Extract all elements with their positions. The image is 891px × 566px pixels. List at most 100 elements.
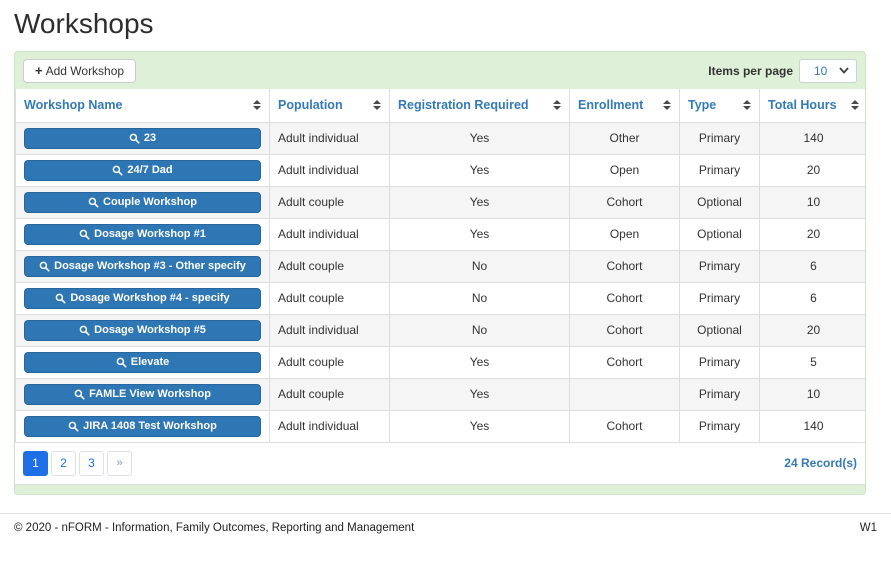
name-cell: 24/7 Dad <box>15 153 270 187</box>
table-row: Dosage Workshop #3 - Other specify Adult … <box>15 249 865 283</box>
workshop-link-button[interactable]: JIRA 1408 Test Workshop <box>24 415 261 437</box>
search-icon <box>113 165 123 176</box>
table-row: Couple Workshop Adult couple Yes Cohort Opti… <box>15 185 865 219</box>
type-cell: Primary <box>679 281 760 315</box>
population-cell: Adult individual <box>269 313 390 347</box>
search-icon <box>68 421 79 432</box>
column-label: Registration Required <box>398 98 529 113</box>
population-cell: Adult couple <box>269 377 390 411</box>
panel-bottom-spacer <box>15 485 865 494</box>
enrollment-cell: Open <box>569 153 680 187</box>
enrollment-cell: Cohort <box>569 313 680 347</box>
page-button-2[interactable]: 2 <box>51 450 76 476</box>
enrollment-cell: Cohort <box>569 185 680 219</box>
registration-cell: Yes <box>389 377 570 411</box>
footer-copyright: © 2020 - nFORM - Information, Family Out… <box>14 521 415 534</box>
hours-cell: 6 <box>759 249 865 283</box>
page-button-1[interactable]: 1 <box>23 450 48 476</box>
registration-cell: Yes <box>389 121 570 155</box>
column-label: Total Hours <box>768 98 837 113</box>
workshop-name-label: 24/7 Dad <box>127 164 173 176</box>
workshop-link-button[interactable]: Dosage Workshop #5 <box>24 319 261 341</box>
registration-cell: Yes <box>389 345 570 379</box>
column-label: Type <box>688 98 717 113</box>
workshop-link-button[interactable]: FAMLE View Workshop <box>24 383 261 405</box>
items-per-page-select[interactable]: 10 <box>799 58 857 83</box>
column-header-population[interactable]: Population <box>269 89 390 123</box>
column-header-hours[interactable]: Total Hours <box>759 89 865 123</box>
add-workshop-label: Add Workshop <box>45 63 125 78</box>
sort-icon <box>663 100 671 111</box>
workshop-name-label: FAMLE View Workshop <box>89 388 211 400</box>
name-cell: Elevate <box>15 345 270 379</box>
column-header-name[interactable]: Workshop Name <box>15 89 270 123</box>
table-row: 23 Adult individual Yes Other Primary 140 <box>15 121 865 155</box>
hours-cell: 140 <box>759 409 865 443</box>
workshop-name-label: Dosage Workshop #1 <box>94 228 206 240</box>
items-per-page-label: Items per page <box>708 63 793 78</box>
name-cell: Dosage Workshop #3 - Other specify <box>15 249 270 283</box>
table-row: FAMLE View Workshop Adult couple Yes Primar… <box>15 377 865 411</box>
hours-cell: 140 <box>759 121 865 155</box>
population-cell: Adult individual <box>269 153 390 187</box>
type-cell: Primary <box>679 345 760 379</box>
workshop-link-button[interactable]: Couple Workshop <box>24 191 261 213</box>
workshop-name-label: JIRA 1408 Test Workshop <box>83 420 217 432</box>
column-label: Workshop Name <box>24 98 123 113</box>
search-icon <box>79 229 90 240</box>
search-icon <box>55 293 66 304</box>
footer-version: W1 <box>859 521 877 534</box>
enrollment-cell: Open <box>569 217 680 251</box>
records-count: 24 Record(s) <box>784 456 857 470</box>
workshop-link-button[interactable]: Dosage Workshop #4 - specify <box>24 287 261 309</box>
type-cell: Primary <box>679 249 760 283</box>
search-icon <box>39 261 50 272</box>
items-per-page-value: 10 <box>814 63 828 78</box>
table-row: Elevate Adult couple Yes Cohort Primary 5 <box>15 345 865 379</box>
search-icon <box>88 197 99 208</box>
workshop-name-label: Dosage Workshop #4 - specify <box>70 292 230 304</box>
next-page-button[interactable]: » <box>107 450 132 476</box>
page-button-3[interactable]: 3 <box>79 450 104 476</box>
sort-icon <box>851 100 859 111</box>
workshop-link-button[interactable]: Elevate <box>24 351 261 373</box>
registration-cell: No <box>389 281 570 315</box>
search-icon <box>74 389 85 400</box>
column-label: Population <box>278 98 343 113</box>
column-header-registration[interactable]: Registration Required <box>389 89 570 123</box>
hours-cell: 6 <box>759 281 865 315</box>
items-per-page-control: Items per page 10 <box>708 58 857 83</box>
type-cell: Primary <box>679 377 760 411</box>
name-cell: 23 <box>15 121 270 155</box>
enrollment-cell <box>569 377 680 411</box>
enrollment-cell: Cohort <box>569 249 680 283</box>
table-row: 24/7 Dad Adult individual Yes Open Primary 20 <box>15 153 865 187</box>
column-header-enrollment[interactable]: Enrollment <box>569 89 680 123</box>
sort-icon <box>553 100 561 111</box>
name-cell: Dosage Workshop #5 <box>15 313 270 347</box>
sort-icon <box>743 100 751 111</box>
sort-icon <box>373 100 381 111</box>
column-header-type[interactable]: Type <box>679 89 760 123</box>
footer-divider <box>0 512 891 514</box>
workshop-link-button[interactable]: 23 <box>24 127 261 149</box>
table-row: Dosage Workshop #1 Adult individual Yes Ope… <box>15 217 865 251</box>
hours-cell: 20 <box>759 153 865 187</box>
enrollment-cell: Cohort <box>569 281 680 315</box>
search-icon <box>116 357 127 368</box>
type-cell: Optional <box>679 217 760 251</box>
type-cell: Primary <box>679 121 760 155</box>
workshop-link-button[interactable]: Dosage Workshop #1 <box>24 223 261 245</box>
hours-cell: 20 <box>759 217 865 251</box>
registration-cell: No <box>389 313 570 347</box>
hours-cell: 10 <box>759 185 865 219</box>
workshop-name-label: Dosage Workshop #5 <box>94 324 206 336</box>
name-cell: JIRA 1408 Test Workshop <box>15 409 270 443</box>
name-cell: Couple Workshop <box>15 185 270 219</box>
sort-icon <box>253 100 261 111</box>
add-workshop-button[interactable]: + Add Workshop <box>23 58 137 83</box>
hours-cell: 20 <box>759 313 865 347</box>
workshop-link-button[interactable]: Dosage Workshop #3 - Other specify <box>24 255 261 277</box>
table-row: Dosage Workshop #4 - specify Adult couple… <box>15 281 865 315</box>
workshop-link-button[interactable]: 24/7 Dad <box>24 159 261 181</box>
